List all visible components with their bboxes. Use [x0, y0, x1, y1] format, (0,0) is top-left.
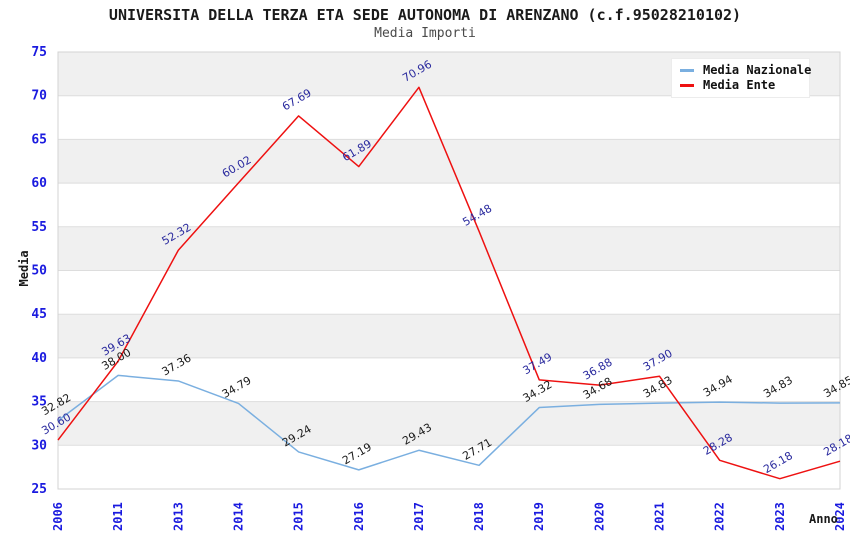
plot-band [58, 95, 840, 140]
y-tick-label: 30 [31, 438, 47, 453]
x-tick-label: 2017 [412, 502, 426, 531]
x-tick-label: 2023 [773, 502, 787, 531]
y-tick-label: 50 [31, 264, 47, 279]
x-tick-label: 2014 [231, 502, 245, 531]
plot-band [58, 401, 840, 446]
y-tick-label: 55 [31, 220, 47, 235]
x-tick-label: 2019 [532, 502, 546, 531]
x-tick-label: 2018 [472, 502, 486, 531]
y-axis-title: Media [17, 250, 31, 286]
chart-title: UNIVERSITA DELLA TERZA ETA SEDE AUTONOMA… [108, 6, 742, 24]
series-line-media-ente [57, 86, 841, 480]
x-tick-label: 2011 [111, 502, 125, 531]
chart-subtitle: Media Importi [374, 26, 476, 41]
x-tick-label: 2024 [833, 502, 847, 531]
plot-band [58, 314, 840, 358]
chart-legend: Media Nazionale Media Ente [671, 58, 812, 98]
y-tick-label: 35 [31, 395, 47, 410]
series-line-media-nazionale [57, 374, 841, 471]
x-tick-label: 2006 [51, 502, 65, 531]
x-tick-label: 2022 [713, 502, 727, 531]
plot-band [58, 445, 840, 489]
x-tick-label: 2013 [171, 502, 185, 531]
y-tick-label: 75 [31, 45, 47, 60]
y-tick-label: 65 [31, 132, 47, 147]
plot-band [58, 183, 840, 227]
y-tick-label: 70 [31, 89, 47, 104]
legend-item-media-ente: Media Ente [680, 78, 809, 93]
y-tick-label: 45 [31, 307, 47, 322]
x-axis-title: Anno [809, 512, 838, 526]
x-tick-label: 2016 [352, 502, 366, 531]
legend-item-media-nazionale: Media Nazionale [680, 63, 812, 78]
y-tick-label: 60 [31, 176, 47, 191]
legend-label-media-ente: Media Ente [703, 78, 776, 92]
y-tick-label: 25 [31, 482, 47, 497]
plot-border [57, 51, 841, 490]
plot-band [58, 270, 840, 315]
legend-label-media-nazionale: Media Nazionale [703, 63, 812, 77]
legend-swatch-media-ente [680, 84, 694, 87]
y-tick-label: 40 [31, 351, 47, 366]
legend-swatch-media-nazionale [680, 69, 694, 72]
plot-band [58, 226, 840, 271]
plot-band [58, 357, 840, 402]
x-tick-label: 2015 [292, 502, 306, 531]
x-tick-label: 2020 [592, 502, 606, 531]
x-tick-label: 2021 [653, 502, 667, 531]
